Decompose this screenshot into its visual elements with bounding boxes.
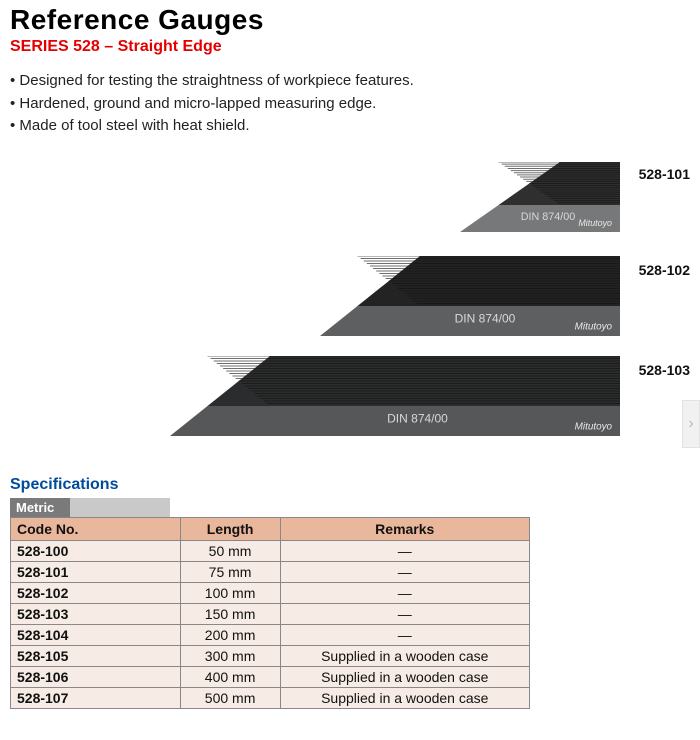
cell-length: 150 mm xyxy=(180,603,280,624)
table-row: 528-104200 mm— xyxy=(11,624,530,645)
cell-remarks: Supplied in a wooden case xyxy=(280,687,529,708)
cell-length: 500 mm xyxy=(180,687,280,708)
table-row: 528-103150 mm— xyxy=(11,603,530,624)
series-subtitle: SERIES 528 – Straight Edge xyxy=(10,38,690,56)
cell-length: 200 mm xyxy=(180,624,280,645)
cell-remarks: — xyxy=(280,603,529,624)
product-illustrations: 528-101 DIN 874/00 Mitutoyo 528-102 DIN … xyxy=(10,156,690,456)
cell-remarks: — xyxy=(280,540,529,561)
cell-code: 528-104 xyxy=(11,624,181,645)
svg-text:DIN 874/00: DIN 874/00 xyxy=(455,311,516,325)
table-row: 528-10175 mm— xyxy=(11,561,530,582)
col-code: Code No. xyxy=(11,517,181,540)
metric-tab: Metric xyxy=(10,498,170,517)
gauge-code-label: 528-103 xyxy=(639,362,690,378)
cell-length: 50 mm xyxy=(180,540,280,561)
svg-text:Mitutoyo: Mitutoyo xyxy=(578,218,612,228)
cell-code: 528-100 xyxy=(11,540,181,561)
table-row: 528-10050 mm— xyxy=(11,540,530,561)
gauge-image: DIN 874/00 Mitutoyo xyxy=(460,162,620,232)
cell-remarks: — xyxy=(280,561,529,582)
gauge-image: DIN 874/00 Mitutoyo xyxy=(170,356,620,436)
feature-item: Made of tool steel with heat shield. xyxy=(10,115,690,138)
spec-table: Code No. Length Remarks 528-10050 mm—528… xyxy=(10,517,530,709)
gauge-code-label: 528-102 xyxy=(639,262,690,278)
table-row: 528-105300 mmSupplied in a wooden case xyxy=(11,645,530,666)
feature-item: Hardened, ground and micro-lapped measur… xyxy=(10,93,690,116)
cell-remarks: Supplied in a wooden case xyxy=(280,666,529,687)
feature-item: Designed for testing the straightness of… xyxy=(10,70,690,93)
svg-text:DIN 874/00: DIN 874/00 xyxy=(387,411,448,425)
cell-length: 400 mm xyxy=(180,666,280,687)
gauge-code-label: 528-101 xyxy=(639,166,690,182)
cell-length: 75 mm xyxy=(180,561,280,582)
svg-text:DIN 874/00: DIN 874/00 xyxy=(521,210,576,222)
table-row: 528-107500 mmSupplied in a wooden case xyxy=(11,687,530,708)
cell-length: 100 mm xyxy=(180,582,280,603)
cell-code: 528-101 xyxy=(11,561,181,582)
table-row: 528-102100 mm— xyxy=(11,582,530,603)
cell-remarks: Supplied in a wooden case xyxy=(280,645,529,666)
chevron-right-icon: › xyxy=(688,415,693,433)
svg-text:Mitutoyo: Mitutoyo xyxy=(575,321,613,332)
cell-remarks: — xyxy=(280,582,529,603)
page-title: Reference Gauges xyxy=(10,4,690,36)
cell-length: 300 mm xyxy=(180,645,280,666)
cell-code: 528-106 xyxy=(11,666,181,687)
svg-text:Mitutoyo: Mitutoyo xyxy=(575,421,613,432)
table-header-row: Code No. Length Remarks xyxy=(11,517,530,540)
specifications-heading: Specifications xyxy=(10,476,690,494)
gauge-image: DIN 874/00 Mitutoyo xyxy=(320,256,620,336)
cell-code: 528-102 xyxy=(11,582,181,603)
cell-remarks: — xyxy=(280,624,529,645)
cell-code: 528-105 xyxy=(11,645,181,666)
cell-code: 528-107 xyxy=(11,687,181,708)
table-row: 528-106400 mmSupplied in a wooden case xyxy=(11,666,530,687)
cell-code: 528-103 xyxy=(11,603,181,624)
page: Reference Gauges SERIES 528 – Straight E… xyxy=(0,4,700,729)
col-remarks: Remarks xyxy=(280,517,529,540)
next-arrow[interactable]: › xyxy=(682,400,700,448)
col-length: Length xyxy=(180,517,280,540)
feature-list: Designed for testing the straightness of… xyxy=(10,70,690,138)
